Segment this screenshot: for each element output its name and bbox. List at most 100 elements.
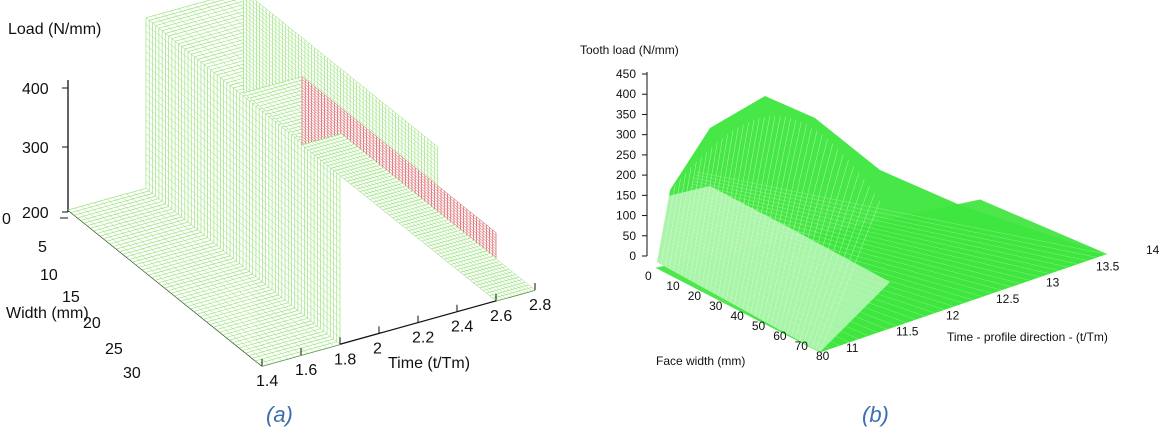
mesh-line <box>799 166 854 341</box>
mesh-line <box>340 133 536 291</box>
z-tick-label: 150 <box>616 188 636 202</box>
mesh-line <box>145 133 341 290</box>
mesh-line <box>145 72 341 229</box>
chart-a: Load (N/mm) 0 200 300 400 5 10 15 20 25 30 Width (m… <box>0 0 560 441</box>
x-tick-label: 1.4 <box>256 373 278 390</box>
mesh-line <box>684 198 1021 284</box>
mesh-line <box>337 134 532 292</box>
y-tick-label: 15 <box>62 289 80 306</box>
chart-b: Tooth load (N/mm) 0 50 100 150 200 250 300 350 40… <box>560 0 1170 441</box>
mesh-line <box>658 258 830 349</box>
mesh-line <box>690 186 1059 271</box>
z-tick-label: 450 <box>616 67 636 81</box>
x-tick-label: 2.8 <box>529 297 551 314</box>
mesh-line <box>145 181 341 338</box>
mesh-line <box>321 139 516 296</box>
mesh-line <box>145 78 341 236</box>
mesh-line <box>683 201 1011 287</box>
mesh-line <box>301 84 497 242</box>
z-axis-title: Load (N/mm) <box>8 21 101 38</box>
x-tick-label: 50 <box>752 319 766 333</box>
mesh-line <box>664 178 681 267</box>
mesh-line <box>811 186 870 348</box>
mesh-line <box>314 141 510 298</box>
mesh-line <box>311 141 506 299</box>
z-tick-label: 300 <box>616 128 636 142</box>
mesh-line <box>145 85 341 243</box>
y-tick-label: 12.5 <box>996 292 1020 306</box>
mesh-line <box>145 113 341 270</box>
mesh-line <box>145 140 341 297</box>
y-tick-label: 30 <box>123 365 141 382</box>
x-tick-label: 10 <box>666 279 680 293</box>
mesh-line <box>254 0 438 147</box>
mesh-line <box>106 198 302 356</box>
x-tick-label: 80 <box>816 349 830 363</box>
mesh-line <box>243 2 438 160</box>
z-axis-title: Tooth load (N/mm) <box>580 43 679 57</box>
mesh-line <box>705 130 734 290</box>
mesh-line <box>726 118 760 301</box>
mesh-line <box>758 121 802 319</box>
z-tick-label: 400 <box>616 87 636 101</box>
z-tick-label: 350 <box>616 107 636 121</box>
mesh-line <box>676 216 964 304</box>
mesh-line <box>668 172 686 269</box>
surface-underside <box>657 186 890 352</box>
mesh-line <box>327 137 523 294</box>
mesh-line <box>132 191 328 349</box>
mesh-line <box>331 136 526 293</box>
z-tick-label: 200 <box>616 168 636 182</box>
mesh-line <box>334 135 529 293</box>
mesh-line <box>779 138 828 330</box>
mesh-line <box>145 147 341 304</box>
mesh-line <box>681 156 702 276</box>
mesh-line <box>243 19 438 176</box>
mesh-line <box>673 167 692 272</box>
mesh-line <box>734 116 770 305</box>
y-tick-label: 12 <box>946 308 960 322</box>
mesh-line <box>664 243 878 333</box>
mesh-line <box>145 99 341 256</box>
x-tick-label: 20 <box>688 289 702 303</box>
x-axis-title: Face width (mm) <box>656 354 745 368</box>
mesh-line <box>301 98 497 255</box>
x-tick-label: 40 <box>731 309 745 323</box>
mesh-line <box>145 65 341 222</box>
mesh-line <box>697 138 723 285</box>
z-tick-label: 300 <box>22 140 49 157</box>
mesh-line <box>243 10 438 168</box>
mesh-line <box>145 106 341 263</box>
mesh-line <box>318 140 513 297</box>
x-tick-label: 0 <box>645 269 652 283</box>
mesh-line <box>119 195 315 352</box>
mesh-line <box>145 167 341 325</box>
y-tick-label: 14 <box>1146 243 1160 257</box>
mesh-line <box>680 207 992 294</box>
mesh-line <box>695 174 1097 258</box>
mesh-line <box>682 204 1002 291</box>
z-tick-label: 250 <box>616 148 636 162</box>
mesh-line <box>819 200 881 353</box>
y-tick-label: 10 <box>40 267 58 284</box>
mesh-line <box>243 6 438 164</box>
mesh-line <box>746 116 786 312</box>
mesh-line <box>301 92 497 250</box>
mesh-line <box>244 0 438 156</box>
mesh-line <box>713 124 744 294</box>
z-tick-label: 400 <box>22 81 49 98</box>
z-tick-label: 200 <box>22 205 49 222</box>
y-tick-label: 20 <box>83 315 101 332</box>
mesh-line <box>301 95 497 252</box>
y-axis-title: Width (mm) <box>6 305 89 322</box>
caption-b: (b) <box>862 402 889 427</box>
mesh-line <box>688 189 1049 274</box>
z-tick-label: 100 <box>616 209 636 223</box>
mesh-line <box>795 159 849 339</box>
x-tick-label: 2.2 <box>412 330 434 347</box>
mesh-line <box>667 237 897 327</box>
mesh-line <box>692 180 1078 264</box>
chart-b-svg: Tooth load (N/mm) 0 50 100 150 200 250 300 350 40… <box>580 43 1160 368</box>
y-tick-label: 13 <box>1046 276 1060 290</box>
